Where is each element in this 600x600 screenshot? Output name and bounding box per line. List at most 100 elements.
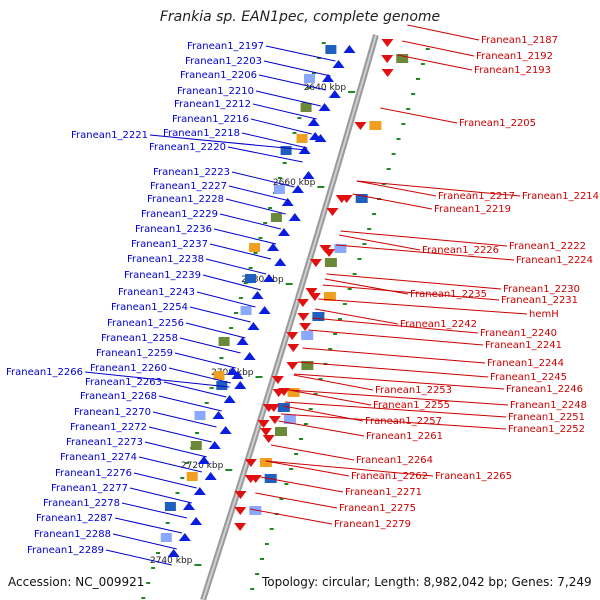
- gene-arrow-forward: [193, 487, 206, 495]
- gene-arrow-reverse: [267, 404, 280, 412]
- left-leader-line: [185, 322, 246, 339]
- left-leader-line: [149, 134, 307, 151]
- left-gene-label: Franean1_2273: [66, 437, 143, 448]
- track-tick-mark: [289, 468, 294, 470]
- gene-block-reverse: [312, 312, 325, 321]
- gene-arrow-reverse: [354, 122, 367, 130]
- track-tick-mark: [146, 582, 151, 584]
- left-gene-label: Franean1_2228: [147, 194, 224, 205]
- left-gene-label: Franean1_2259: [96, 348, 173, 359]
- track-tick-mark: [386, 168, 391, 170]
- right-gene-label: Franean1_2244: [487, 358, 564, 369]
- left-leader-line: [228, 185, 291, 202]
- track-tick-mark: [292, 132, 297, 134]
- right-gene-label: Franean1_2265: [435, 471, 512, 482]
- right-leader-line: [297, 361, 489, 378]
- left-gene-label: Franean1_2223: [153, 167, 230, 178]
- gene-arrow-reverse: [244, 459, 257, 467]
- track-tick-mark: [391, 153, 396, 155]
- track-tick-mark: [250, 588, 255, 590]
- track-tick-mark: [229, 327, 234, 329]
- gene-arrow-forward: [234, 381, 247, 389]
- gene-arrow-reverse: [308, 293, 321, 301]
- right-gene-label: Franean1_2226: [422, 245, 499, 256]
- track-tick-mark: [180, 477, 185, 479]
- right-leader-line: [340, 230, 508, 247]
- track-tick-mark: [204, 402, 209, 404]
- gene-block-forward: [280, 146, 292, 155]
- gene-block-forward: [186, 472, 198, 481]
- gene-arrow-reverse: [305, 288, 318, 296]
- right-leader-line: [250, 508, 333, 525]
- gene-arrow-reverse: [268, 416, 281, 424]
- track-tick-mark: [316, 57, 321, 59]
- track-tick-mark: [303, 423, 308, 425]
- gene-arrow-reverse: [381, 55, 394, 63]
- left-gene-label: Franean1_2289: [27, 545, 104, 556]
- track-tick-mark: [420, 63, 425, 65]
- kbp-label: 2680 kbp: [241, 275, 284, 285]
- track-tick-mark: [175, 492, 180, 494]
- right-leader-line: [270, 444, 355, 461]
- gene-arrow-forward: [302, 171, 315, 179]
- left-leader-line: [114, 517, 183, 534]
- track-tick-mark: [263, 222, 268, 224]
- gene-block-forward: [194, 411, 206, 420]
- right-gene-label: Franean1_2219: [434, 204, 511, 215]
- track-tick-mark: [425, 48, 430, 50]
- right-leader-line: [318, 298, 528, 315]
- track-tick-mark: [156, 552, 160, 554]
- track-tick-mark: [277, 177, 282, 179]
- gene-block-forward: [164, 502, 176, 511]
- track-tick-mark: [313, 393, 318, 395]
- kbp-label: 2720 kbp: [181, 461, 224, 471]
- right-leader-line: [407, 24, 480, 41]
- left-gene-label: Franean1_2277: [51, 483, 128, 494]
- right-leader-line: [280, 413, 507, 430]
- track-tick-mark: [268, 207, 273, 209]
- left-gene-label: Franean1_2260: [90, 363, 167, 374]
- track-tick-mark: [416, 78, 420, 80]
- track-tick-mark: [307, 87, 312, 89]
- right-gene-label: Franean1_2217: [438, 191, 515, 202]
- left-leader-line: [263, 60, 331, 77]
- gene-arrow-forward: [277, 228, 290, 236]
- gene-block-reverse: [334, 244, 347, 253]
- left-gene-label: Franean1_2221: [71, 130, 148, 141]
- track-tick-mark: [165, 522, 170, 524]
- right-gene-label: Franean1_2214: [522, 191, 599, 202]
- track-tick-mark: [321, 42, 326, 44]
- gene-block-reverse: [396, 54, 409, 63]
- left-gene-label: Franean1_2288: [34, 529, 111, 540]
- right-gene-label: Franean1_2224: [516, 255, 593, 266]
- left-leader-line: [138, 456, 203, 473]
- gene-arrow-forward: [167, 549, 180, 557]
- right-leader-line: [380, 107, 458, 124]
- left-leader-line: [252, 103, 317, 120]
- left-leader-line: [148, 426, 212, 443]
- track-tick-mark: [258, 237, 263, 239]
- gene-arrow-forward: [251, 291, 264, 299]
- right-gene-label: Franean1_2246: [506, 384, 583, 395]
- right-leader-line: [260, 476, 344, 493]
- gene-block-forward: [249, 243, 261, 252]
- left-leader-line: [168, 367, 231, 384]
- track-tick-mark: [347, 288, 352, 290]
- gene-arrow-forward: [182, 502, 195, 510]
- track-tick-mark: [294, 453, 299, 455]
- gene-arrow-reverse: [296, 299, 309, 307]
- gene-arrow-reverse: [262, 435, 275, 443]
- gene-arrow-forward: [309, 132, 322, 140]
- track-tick-mark: [279, 498, 284, 500]
- track-tick-mark: [372, 213, 377, 215]
- track-tick-mark: [333, 333, 338, 335]
- right-leader-line: [339, 234, 421, 251]
- track-tick-mark: [297, 117, 302, 119]
- right-gene-label: Franean1_2192: [476, 51, 553, 62]
- gene-block-reverse: [283, 415, 296, 424]
- left-gene-label: Franean1_2263: [85, 377, 162, 388]
- left-gene-label: Franean1_2210: [177, 86, 254, 97]
- gene-block-reverse: [324, 258, 337, 267]
- gene-arrow-reverse: [381, 39, 394, 47]
